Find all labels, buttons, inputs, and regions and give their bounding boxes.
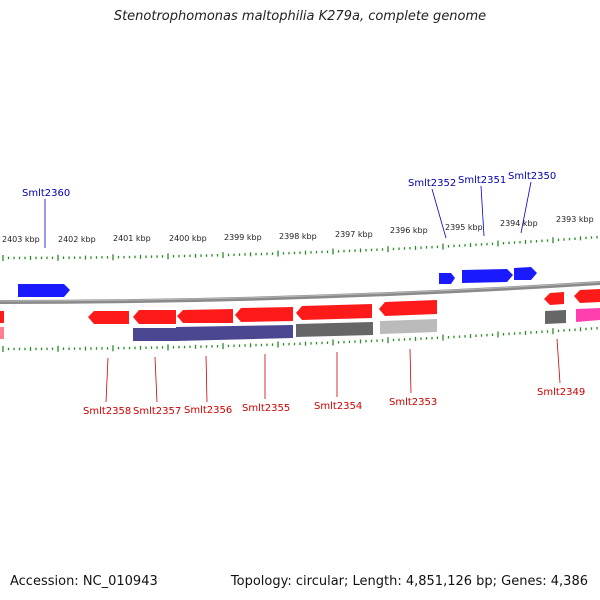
genome-backbone-highlight	[0, 281, 600, 302]
gene-partial-left[interactable]	[0, 311, 4, 323]
tick-label-2393: 2393 kbp	[556, 215, 594, 224]
tick-label-2402: 2402 kbp	[58, 235, 96, 244]
gene-smlt2358[interactable]	[88, 311, 129, 324]
label-smlt2349[interactable]: Smlt2349	[537, 387, 585, 398]
gene-smlt2349[interactable]	[544, 292, 564, 305]
label-smlt2351[interactable]: Smlt2351	[458, 175, 506, 186]
gene-smlt2360[interactable]	[18, 284, 70, 297]
genome-backbone	[0, 281, 600, 304]
tick-label-2394: 2394 kbp	[500, 219, 538, 228]
reverse-callouts	[105, 338, 561, 403]
tick-label-2400: 2400 kbp	[169, 234, 207, 243]
map-title: Stenotrophomonas maltophilia K279a, comp…	[113, 9, 487, 24]
cds-partial-left[interactable]	[0, 327, 4, 339]
tick-label-2401: 2401 kbp	[113, 234, 151, 243]
upper-tick-row	[2, 236, 598, 261]
gene-smlt2356[interactable]	[177, 309, 233, 323]
label-smlt2357[interactable]: Smlt2357	[133, 406, 181, 417]
gene-smlt2355[interactable]	[235, 307, 293, 322]
gene-smlt2354[interactable]	[296, 304, 372, 320]
label-smlt2353[interactable]: Smlt2353	[389, 397, 437, 408]
cds-smlt2349[interactable]	[545, 310, 566, 324]
label-smlt2350[interactable]: Smlt2350	[508, 171, 556, 182]
forward-genes	[18, 267, 537, 297]
tick-label-2398: 2398 kbp	[279, 232, 317, 241]
gene-partial-right[interactable]	[574, 289, 600, 303]
cds-partial-right[interactable]	[576, 308, 600, 322]
cds-smlt2356-2355[interactable]	[176, 325, 293, 341]
tick-label-2396: 2396 kbp	[390, 226, 428, 235]
forward-callouts	[44, 181, 532, 248]
tick-label-2395: 2395 kbp	[445, 223, 483, 232]
reverse-genes	[0, 289, 600, 341]
gene-smlt2352[interactable]	[439, 273, 455, 284]
label-smlt2356[interactable]: Smlt2356	[184, 405, 232, 416]
genome-summary-text: Topology: circular; Length: 4,851,126 bp…	[230, 574, 588, 589]
lower-tick-row	[2, 327, 598, 352]
tick-label-2397: 2397 kbp	[335, 230, 373, 239]
cds-smlt2353[interactable]	[380, 319, 437, 334]
gene-smlt2350[interactable]	[514, 267, 537, 280]
label-smlt2352[interactable]: Smlt2352	[408, 178, 456, 189]
label-smlt2354[interactable]: Smlt2354	[314, 401, 362, 412]
tick-label-2399: 2399 kbp	[224, 233, 262, 242]
label-smlt2355[interactable]: Smlt2355	[242, 403, 290, 414]
label-smlt2358[interactable]: Smlt2358	[83, 406, 131, 417]
gene-smlt2353[interactable]	[379, 300, 437, 316]
tick-label-2403: 2403 kbp	[2, 235, 40, 244]
gene-smlt2351[interactable]	[462, 269, 513, 283]
cds-smlt2354[interactable]	[296, 322, 373, 337]
label-smlt2360[interactable]: Smlt2360	[22, 188, 70, 199]
cds-smlt2357[interactable]	[133, 328, 176, 341]
gene-smlt2357[interactable]	[133, 310, 176, 324]
tick-labels: 2403 kbp 2402 kbp 2401 kbp 2400 kbp 2399…	[2, 215, 594, 244]
accession-text: Accession: NC_010943	[10, 574, 158, 589]
